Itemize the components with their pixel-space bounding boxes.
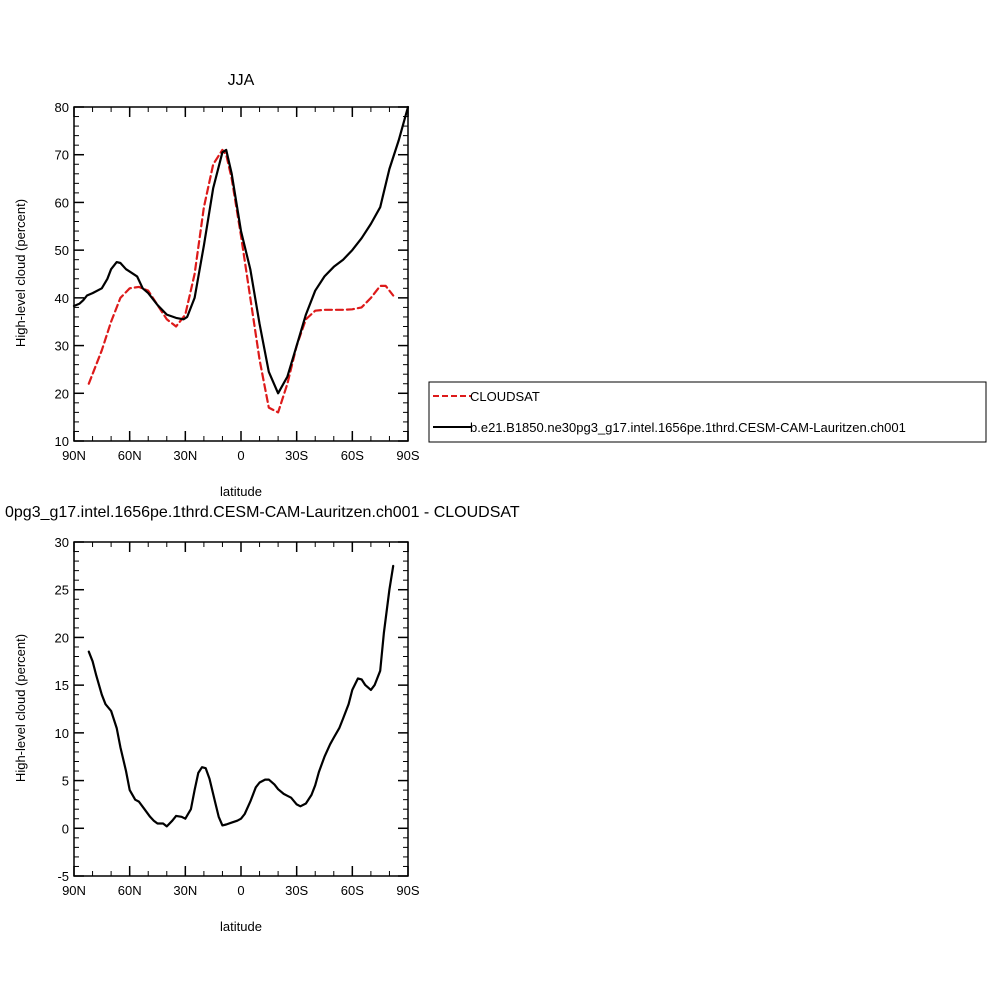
top-x-tick-label: 0 [237, 448, 244, 463]
top-series-line-cloudsat [87, 148, 395, 414]
top-x-tick-label: 60S [341, 448, 364, 463]
bottom-chart-x-axis-label: latitude [220, 919, 262, 934]
top-x-tick-label: 90N [62, 448, 86, 463]
top-x-tick-label: 30S [285, 448, 308, 463]
bottom-chart: 0pg3_g17.intel.1656pe.1thrd.CESM-CAM-Lau… [5, 504, 520, 934]
top-chart-x-axis-label: latitude [220, 484, 262, 499]
bottom-y-tick-label: 30 [55, 535, 69, 550]
legend: CLOUDSAT b.e21.B1850.ne30pg3_g17.intel.1… [428, 381, 987, 443]
bottom-x-tick-label: 60N [118, 883, 142, 898]
legend-label-cloudsat: CLOUDSAT [470, 389, 540, 404]
bottom-y-tick-label: 25 [55, 583, 69, 598]
bottom-y-tick-label: 15 [55, 678, 69, 693]
top-y-tick-label: 50 [55, 243, 69, 258]
top-y-tick-label: 80 [55, 100, 69, 115]
top-x-tick-label: 90S [396, 448, 419, 463]
top-y-tick-label: 40 [55, 291, 69, 306]
top-chart-plot-area: 90N 60N 30N 0 30S 60S 90S 10 20 30 40 50 60 70 80 [55, 100, 420, 463]
bottom-y-tick-label: 0 [62, 821, 69, 836]
top-chart-title: JJA [228, 72, 255, 89]
bottom-x-tick-label: 30N [173, 883, 197, 898]
bottom-chart-title: 0pg3_g17.intel.1656pe.1thrd.CESM-CAM-Lau… [5, 504, 520, 521]
bottom-x-tick-label: 30S [285, 883, 308, 898]
legend-label-model: b.e21.B1850.ne30pg3_g17.intel.1656pe.1th… [470, 420, 906, 435]
top-series-line-model [72, 105, 410, 395]
bottom-plot-frame [73, 541, 409, 877]
bottom-y-tick-label: -5 [57, 869, 69, 884]
bottom-y-tick-label: 5 [62, 774, 69, 789]
top-chart-y-axis-label: High-level cloud (percent) [13, 199, 28, 347]
top-y-tick-label: 30 [55, 339, 69, 354]
top-y-tick-label: 20 [55, 386, 69, 401]
bottom-series-line-difference [87, 564, 395, 828]
top-plot-frame [73, 106, 409, 442]
top-y-tick-label: 70 [55, 148, 69, 163]
top-y-tick-label: 60 [55, 195, 69, 210]
top-y-tick-label: 10 [55, 434, 69, 449]
bottom-x-tick-label: 0 [237, 883, 244, 898]
bottom-y-tick-label: 20 [55, 630, 69, 645]
bottom-x-tick-label: 90N [62, 883, 86, 898]
bottom-chart-y-axis-label: High-level cloud (percent) [13, 634, 28, 782]
bottom-x-tick-label: 90S [396, 883, 419, 898]
bottom-y-tick-label: 10 [55, 726, 69, 741]
top-x-tick-label: 30N [173, 448, 197, 463]
legend-box [428, 381, 987, 443]
top-chart: JJA 90N 60N 30N 0 30S 60S 90S1020304050607080 … [13, 72, 420, 499]
bottom-chart-plot-area: 90N 60N 30N 0 30S 60S 90S -5 0 5 10 15 20 25 30 [55, 535, 420, 898]
bottom-x-tick-label: 60S [341, 883, 364, 898]
top-x-tick-label: 60N [118, 448, 142, 463]
